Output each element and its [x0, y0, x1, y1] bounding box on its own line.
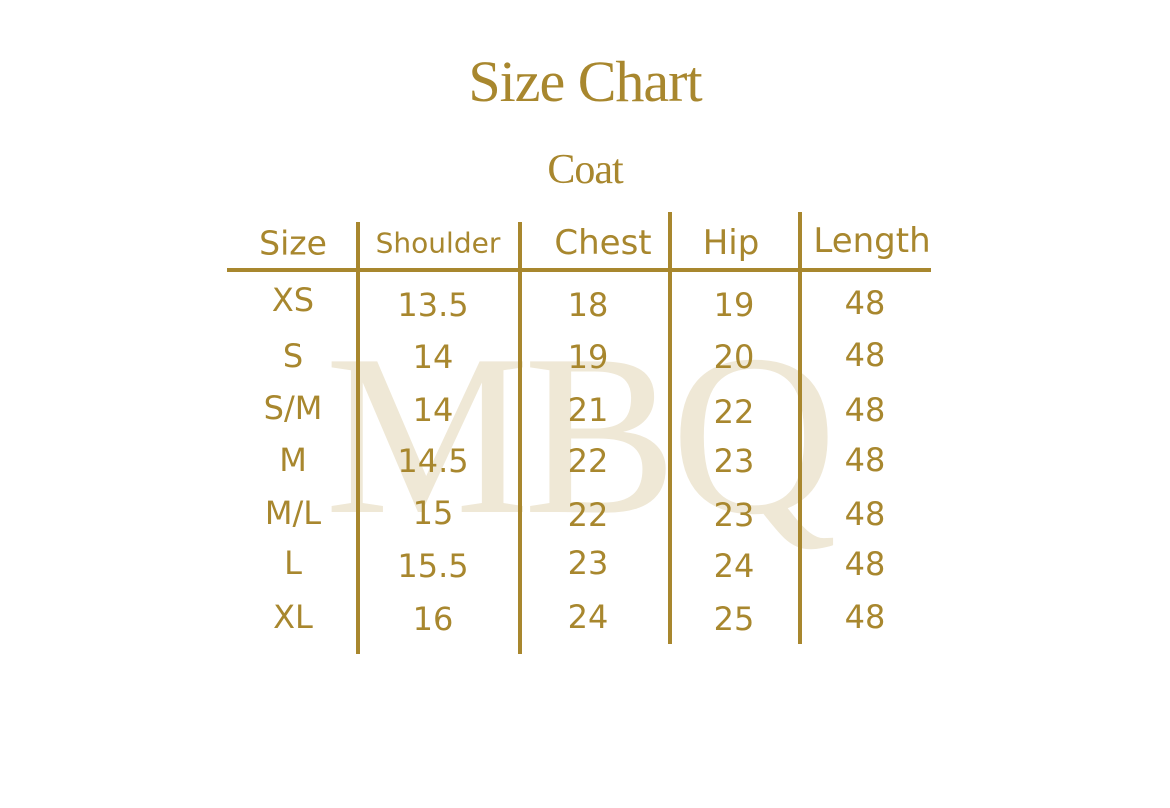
measurement-cell: 48	[844, 284, 886, 322]
measurement-cell: 22	[567, 496, 609, 534]
measurement-cell: 23	[713, 496, 755, 534]
size-label: S/M	[263, 389, 323, 427]
column-divider	[518, 222, 522, 654]
measurement-cell: 16	[412, 600, 454, 638]
measurement-cell: 14.5	[397, 442, 469, 480]
measurement-cell: 21	[567, 391, 609, 429]
measurement-cell: 14	[412, 391, 454, 429]
measurement-cell: 23	[713, 442, 755, 480]
header-divider	[227, 268, 931, 272]
measurement-cell: 48	[844, 441, 886, 479]
size-label: XS	[271, 281, 315, 319]
measurement-cell: 48	[844, 598, 886, 636]
measurement-cell: 15.5	[397, 547, 469, 585]
watermark-logo: MBQ	[325, 307, 837, 562]
measurement-cell: 22	[567, 442, 609, 480]
column-divider	[668, 212, 672, 644]
page-title: Size Chart	[468, 49, 702, 114]
measurement-cell: 24	[713, 547, 755, 585]
column-divider	[356, 222, 360, 654]
measurement-cell: 22	[713, 393, 755, 431]
measurement-cell: 48	[844, 545, 886, 583]
measurement-cell: 15	[412, 494, 454, 532]
measurement-cell: 25	[713, 600, 755, 638]
measurement-cell: 48	[844, 495, 886, 533]
measurement-cell: 48	[844, 391, 886, 429]
column-header: Hip	[702, 223, 760, 263]
measurement-cell: 24	[567, 598, 609, 636]
measurement-cell: 18	[567, 286, 609, 324]
measurement-cell: 19	[567, 338, 609, 376]
measurement-cell: 19	[713, 286, 755, 324]
column-header: Size	[259, 223, 327, 263]
column-header: Chest	[554, 223, 652, 263]
garment-subtitle: Coat	[547, 147, 623, 193]
column-header: Length	[813, 221, 931, 261]
size-label: S	[282, 337, 304, 375]
measurement-cell: 23	[567, 544, 609, 582]
measurement-cell: 13.5	[397, 286, 469, 324]
measurement-cell: 48	[844, 336, 886, 374]
size-label: L	[284, 544, 302, 582]
column-divider	[798, 212, 802, 644]
size-label: M/L	[264, 494, 322, 532]
measurement-cell: 20	[713, 338, 755, 376]
size-label: XL	[273, 598, 313, 636]
column-header: Shoulder	[375, 226, 501, 260]
measurement-cell: 14	[412, 338, 454, 376]
size-label: M	[279, 441, 307, 479]
